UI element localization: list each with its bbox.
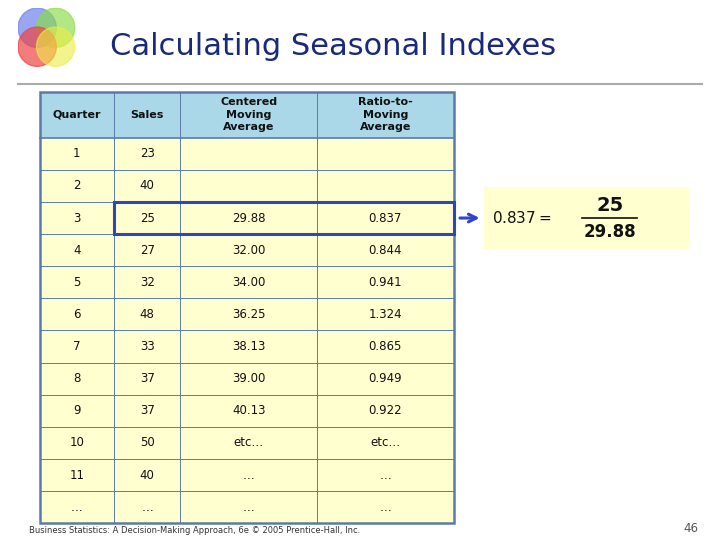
Text: $0.837 =$: $0.837 =$ xyxy=(492,210,552,226)
Text: 11: 11 xyxy=(69,469,84,482)
Text: Business Statistics: A Decision-Making Approach, 6e © 2005 Prentice-Hall, Inc.: Business Statistics: A Decision-Making A… xyxy=(29,525,360,535)
Text: 38.13: 38.13 xyxy=(232,340,266,353)
Text: 2: 2 xyxy=(73,179,81,192)
Text: 23: 23 xyxy=(140,147,155,160)
Text: …: … xyxy=(243,469,255,482)
Circle shape xyxy=(18,8,56,48)
Text: 40.13: 40.13 xyxy=(232,404,266,417)
Text: 33: 33 xyxy=(140,340,155,353)
Text: 32: 32 xyxy=(140,276,155,289)
Text: …: … xyxy=(379,469,391,482)
Text: 46: 46 xyxy=(683,522,698,535)
Text: 4: 4 xyxy=(73,244,81,256)
Text: 36.25: 36.25 xyxy=(232,308,266,321)
Text: 7: 7 xyxy=(73,340,81,353)
Text: 34.00: 34.00 xyxy=(232,276,266,289)
Text: 32.00: 32.00 xyxy=(232,244,266,256)
Text: 29.88: 29.88 xyxy=(583,224,636,241)
Text: 0.837: 0.837 xyxy=(369,212,402,225)
Text: …: … xyxy=(141,501,153,514)
Text: 29.88: 29.88 xyxy=(232,212,266,225)
Text: 25: 25 xyxy=(596,196,624,215)
Text: 9: 9 xyxy=(73,404,81,417)
Text: 6: 6 xyxy=(73,308,81,321)
Text: …: … xyxy=(379,501,391,514)
Text: 3: 3 xyxy=(73,212,81,225)
Circle shape xyxy=(37,8,75,48)
Text: 0.949: 0.949 xyxy=(369,372,402,385)
Circle shape xyxy=(37,27,75,66)
Text: 40: 40 xyxy=(140,469,155,482)
Text: 0.941: 0.941 xyxy=(369,276,402,289)
Text: 1.324: 1.324 xyxy=(369,308,402,321)
Text: 39.00: 39.00 xyxy=(232,372,266,385)
Text: 0.844: 0.844 xyxy=(369,244,402,256)
Text: …: … xyxy=(243,501,255,514)
Text: 0.865: 0.865 xyxy=(369,340,402,353)
Text: …: … xyxy=(71,501,83,514)
Text: 37: 37 xyxy=(140,372,155,385)
Text: Sales: Sales xyxy=(130,110,164,120)
Text: 25: 25 xyxy=(140,212,155,225)
Text: 8: 8 xyxy=(73,372,81,385)
Text: etc…: etc… xyxy=(233,436,264,449)
Text: 50: 50 xyxy=(140,436,155,449)
Text: Centered
Moving
Average: Centered Moving Average xyxy=(220,97,277,132)
Text: 1: 1 xyxy=(73,147,81,160)
Text: 27: 27 xyxy=(140,244,155,256)
Text: Calculating Seasonal Indexes: Calculating Seasonal Indexes xyxy=(110,32,557,61)
Text: etc…: etc… xyxy=(370,436,400,449)
Text: Ratio-to-
Moving
Average: Ratio-to- Moving Average xyxy=(358,97,413,132)
Text: 37: 37 xyxy=(140,404,155,417)
Text: 10: 10 xyxy=(69,436,84,449)
Text: 5: 5 xyxy=(73,276,81,289)
Text: 0.922: 0.922 xyxy=(369,404,402,417)
Circle shape xyxy=(18,27,56,66)
Text: 40: 40 xyxy=(140,179,155,192)
Text: Quarter: Quarter xyxy=(53,110,101,120)
Text: 48: 48 xyxy=(140,308,155,321)
